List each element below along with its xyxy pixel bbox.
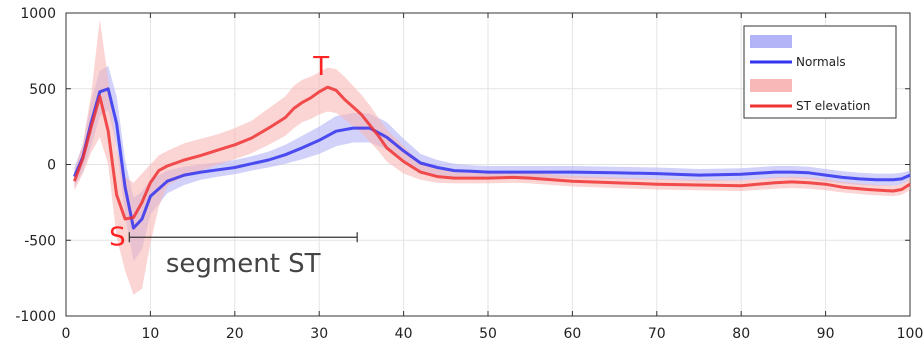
confidence-bands — [74, 19, 910, 295]
x-tick-label: 10 — [141, 326, 159, 342]
normals-band — [74, 66, 910, 262]
x-tick-label: 60 — [563, 326, 581, 342]
legend-normals-band-swatch — [750, 35, 792, 48]
y-tick-label: -1000 — [15, 309, 56, 325]
y-tick-label: 500 — [29, 82, 56, 98]
st-elevation-line — [72, 85, 911, 221]
x-tick-label: 70 — [648, 326, 666, 342]
x-tick-label: 20 — [226, 326, 244, 342]
legend: Normals ST elevation — [743, 25, 897, 119]
legend-normals-label: Normals — [796, 55, 846, 69]
x-tick-label: 100 — [897, 326, 924, 342]
legend-st-elevation-label: ST elevation — [796, 99, 870, 113]
x-tick-label: 40 — [395, 326, 413, 342]
x-tick-label: 50 — [479, 326, 497, 342]
segment-st-label: segment ST — [166, 249, 321, 279]
y-tick-label: -500 — [24, 233, 56, 249]
legend-st-band-swatch — [750, 79, 792, 92]
y-tick-label: 1000 — [20, 6, 56, 22]
x-tick-label: 30 — [310, 326, 328, 342]
y-tick-label: 0 — [47, 158, 56, 174]
series-lines — [72, 85, 911, 230]
normals-line — [73, 87, 911, 230]
s-wave-label: S — [109, 223, 126, 253]
x-tick-label: 80 — [732, 326, 750, 342]
x-tick-label: 0 — [62, 326, 71, 342]
t-wave-label: T — [312, 52, 329, 82]
axis-ticks: 0 10 20 30 40 50 60 70 80 90 100 1000 500 0 -500 -1000 — [15, 6, 923, 342]
x-tick-label: 90 — [817, 326, 835, 342]
